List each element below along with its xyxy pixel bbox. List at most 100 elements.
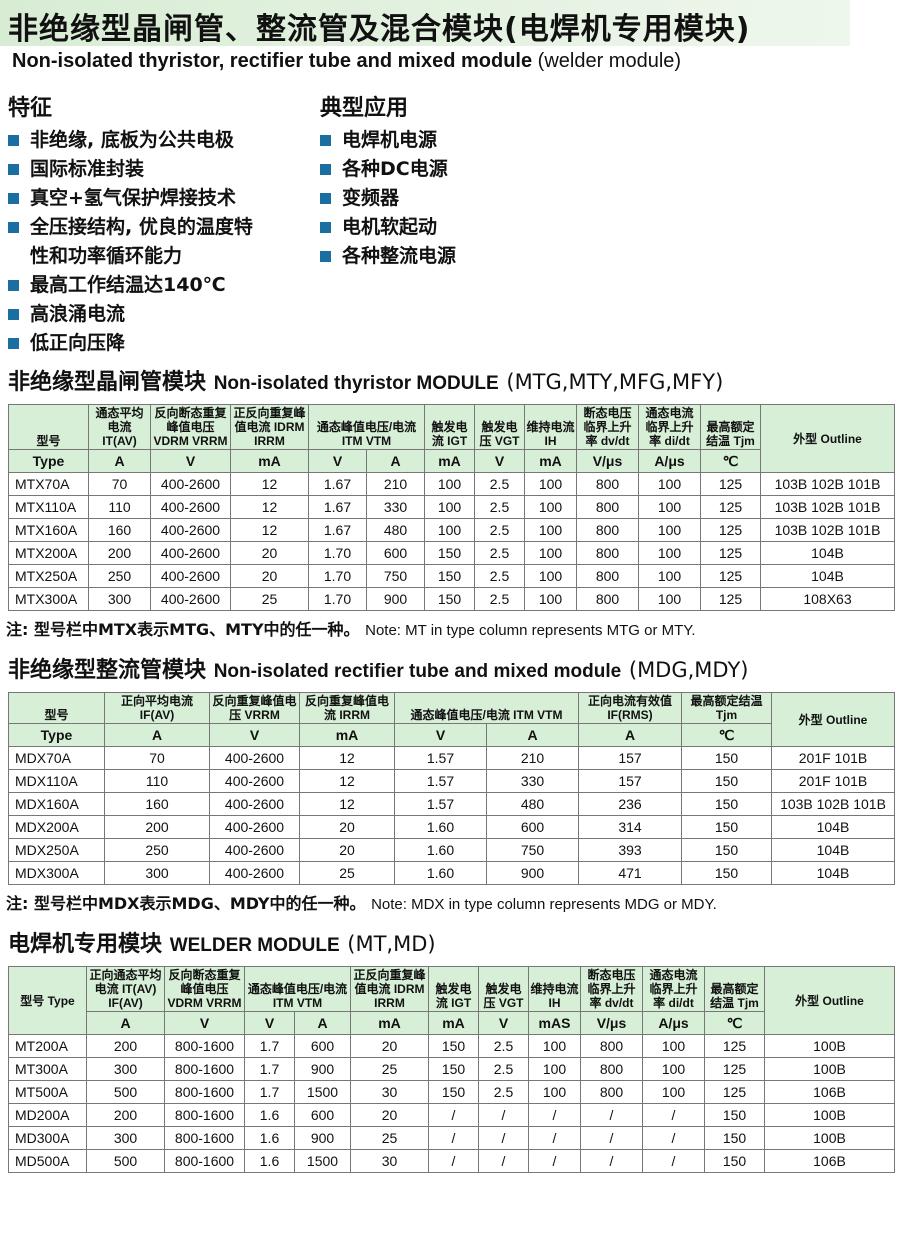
- value-cell: 100: [642, 1080, 705, 1104]
- application-item: 电焊机电源: [318, 126, 456, 155]
- value-cell: 100: [424, 472, 475, 496]
- table1-heading-cn: 非绝缘型晶闸管模块: [8, 370, 207, 395]
- page-title: 非绝缘型晶闸管、整流管及混合模块(电焊机专用模块): [8, 12, 751, 47]
- table1-note: 注: 型号栏中MTX表示MTG、MTY中的任一种。 Note: MT in ty…: [6, 619, 894, 642]
- col-outline: 外型 Outline: [771, 692, 895, 747]
- unit-cell: A: [486, 723, 579, 747]
- col-outline: 外型 Outline: [760, 404, 895, 473]
- value-cell: 150: [424, 564, 475, 588]
- value-cell: 110: [104, 769, 210, 793]
- value-cell: /: [528, 1126, 581, 1150]
- value-cell: 200: [86, 1034, 165, 1058]
- model-cell: MTX70A: [8, 472, 89, 496]
- value-cell: 500: [86, 1149, 165, 1173]
- value-cell: 103B 102B 101B: [771, 792, 895, 816]
- unit-cell: V: [209, 723, 300, 747]
- unit-cell: V/μs: [576, 449, 639, 473]
- value-cell: 100: [524, 472, 577, 496]
- value-cell: 1.57: [394, 746, 487, 770]
- table3-heading-paren: (MT,MD): [347, 932, 436, 956]
- value-cell: 480: [486, 792, 579, 816]
- model-cell: MT200A: [8, 1034, 87, 1058]
- value-cell: 800: [576, 518, 639, 542]
- value-cell: 20: [299, 838, 395, 862]
- value-cell: /: [478, 1149, 529, 1173]
- value-cell: /: [428, 1126, 479, 1150]
- value-cell: 150: [424, 541, 475, 565]
- unit-cell: mA: [230, 449, 309, 473]
- value-cell: 20: [350, 1034, 429, 1058]
- value-cell: 400-2600: [209, 815, 300, 839]
- value-cell: 150: [428, 1080, 479, 1104]
- welder-table: 型号 Type 正向通态平均电流 IT(AV) IF(AV) 反向断态重复峰值电压 …: [8, 966, 895, 1173]
- model-cell: MTX200A: [8, 541, 89, 565]
- table-row: MDX300A 300 400-2600 25 1.60 900 471 150 104B: [8, 861, 895, 885]
- value-cell: 800-1600: [164, 1034, 245, 1058]
- value-cell: 125: [704, 1034, 765, 1058]
- applications-heading: 典型应用: [320, 96, 409, 121]
- model-cell: MD500A: [8, 1149, 87, 1173]
- table-row: MTX160A 160 400-2600 12 1.67 480 100 2.5 100 800 1…: [8, 518, 895, 542]
- thyristor-table: 型号 通态平均电流 IT(AV) 反向断态重复峰值电压 VDRM VRRM 正反向重复…: [8, 404, 895, 611]
- value-cell: 104B: [771, 815, 895, 839]
- value-cell: 1500: [294, 1149, 351, 1173]
- value-cell: 20: [299, 815, 395, 839]
- model-cell: MDX200A: [8, 815, 105, 839]
- value-cell: 100: [524, 587, 577, 611]
- value-cell: 100: [424, 518, 475, 542]
- value-cell: 100: [524, 564, 577, 588]
- value-cell: 125: [700, 518, 761, 542]
- unit-cell: A: [578, 723, 682, 747]
- table-row: MD500A 500 800-1600 1.6 1500 30// / //150 106B: [8, 1149, 895, 1173]
- unit-cell: A: [88, 449, 151, 473]
- value-cell: 800-1600: [164, 1080, 245, 1104]
- value-cell: 1.70: [308, 541, 367, 565]
- value-cell: 100B: [764, 1126, 895, 1150]
- value-cell: 800: [580, 1080, 643, 1104]
- value-cell: 103B 102B 101B: [760, 495, 895, 519]
- model-cell: MTX250A: [8, 564, 89, 588]
- table2-heading-en: Non-isolated rectifier tube and mixed mo…: [213, 661, 622, 682]
- value-cell: 100: [642, 1057, 705, 1081]
- value-cell: 900: [294, 1057, 351, 1081]
- value-cell: 800-1600: [164, 1057, 245, 1081]
- value-cell: /: [428, 1149, 479, 1173]
- value-cell: /: [528, 1149, 581, 1173]
- value-cell: 100: [524, 518, 577, 542]
- table2-heading-cn: 非绝缘型整流管模块: [8, 658, 207, 683]
- value-cell: 750: [366, 564, 425, 588]
- value-cell: 12: [299, 769, 395, 793]
- value-cell: 1.57: [394, 792, 487, 816]
- col-header: 触发电压 VGT: [474, 404, 525, 450]
- value-cell: 100B: [764, 1057, 895, 1081]
- value-cell: 300: [104, 861, 210, 885]
- value-cell: /: [580, 1103, 643, 1127]
- table-row: MT200A 200 800-1600 1.7 600 20 150 2.5 100 800 100…: [8, 1034, 895, 1058]
- table-row: MDX110A 110 400-2600 12 1.57 330 157 150 201F 10…: [8, 769, 895, 793]
- value-cell: 600: [294, 1034, 351, 1058]
- col-header: 触发电压 VGT: [478, 966, 529, 1012]
- col-header: 最高额定结温 Tjm: [700, 404, 761, 450]
- col-header: 反向重复峰值电流 IRRM: [299, 692, 395, 724]
- features-list: 非绝缘, 底板为公共电极 国际标准封装 真空+氢气保护焊接技术 全压接结构, 优…: [6, 126, 253, 358]
- unit-cell: ℃: [700, 449, 761, 473]
- col-header: 反向断态重复峰值电压 VDRM VRRM: [164, 966, 245, 1012]
- value-cell: 1.70: [308, 587, 367, 611]
- value-cell: 300: [86, 1126, 165, 1150]
- value-cell: 25: [230, 587, 309, 611]
- value-cell: 400-2600: [150, 472, 231, 496]
- value-cell: 100: [638, 518, 701, 542]
- col-header: 通态峰值电压/电流 ITM VTM: [308, 404, 425, 450]
- value-cell: 70: [104, 746, 210, 770]
- value-cell: 150: [428, 1057, 479, 1081]
- value-cell: 150: [681, 838, 772, 862]
- unit-cell: A: [366, 449, 425, 473]
- col-header: 维持电流 IH: [528, 966, 581, 1012]
- value-cell: 471: [578, 861, 682, 885]
- value-cell: 160: [88, 518, 151, 542]
- value-cell: 800: [580, 1057, 643, 1081]
- unit-cell: V: [308, 449, 367, 473]
- value-cell: 157: [578, 769, 682, 793]
- value-cell: 100: [424, 495, 475, 519]
